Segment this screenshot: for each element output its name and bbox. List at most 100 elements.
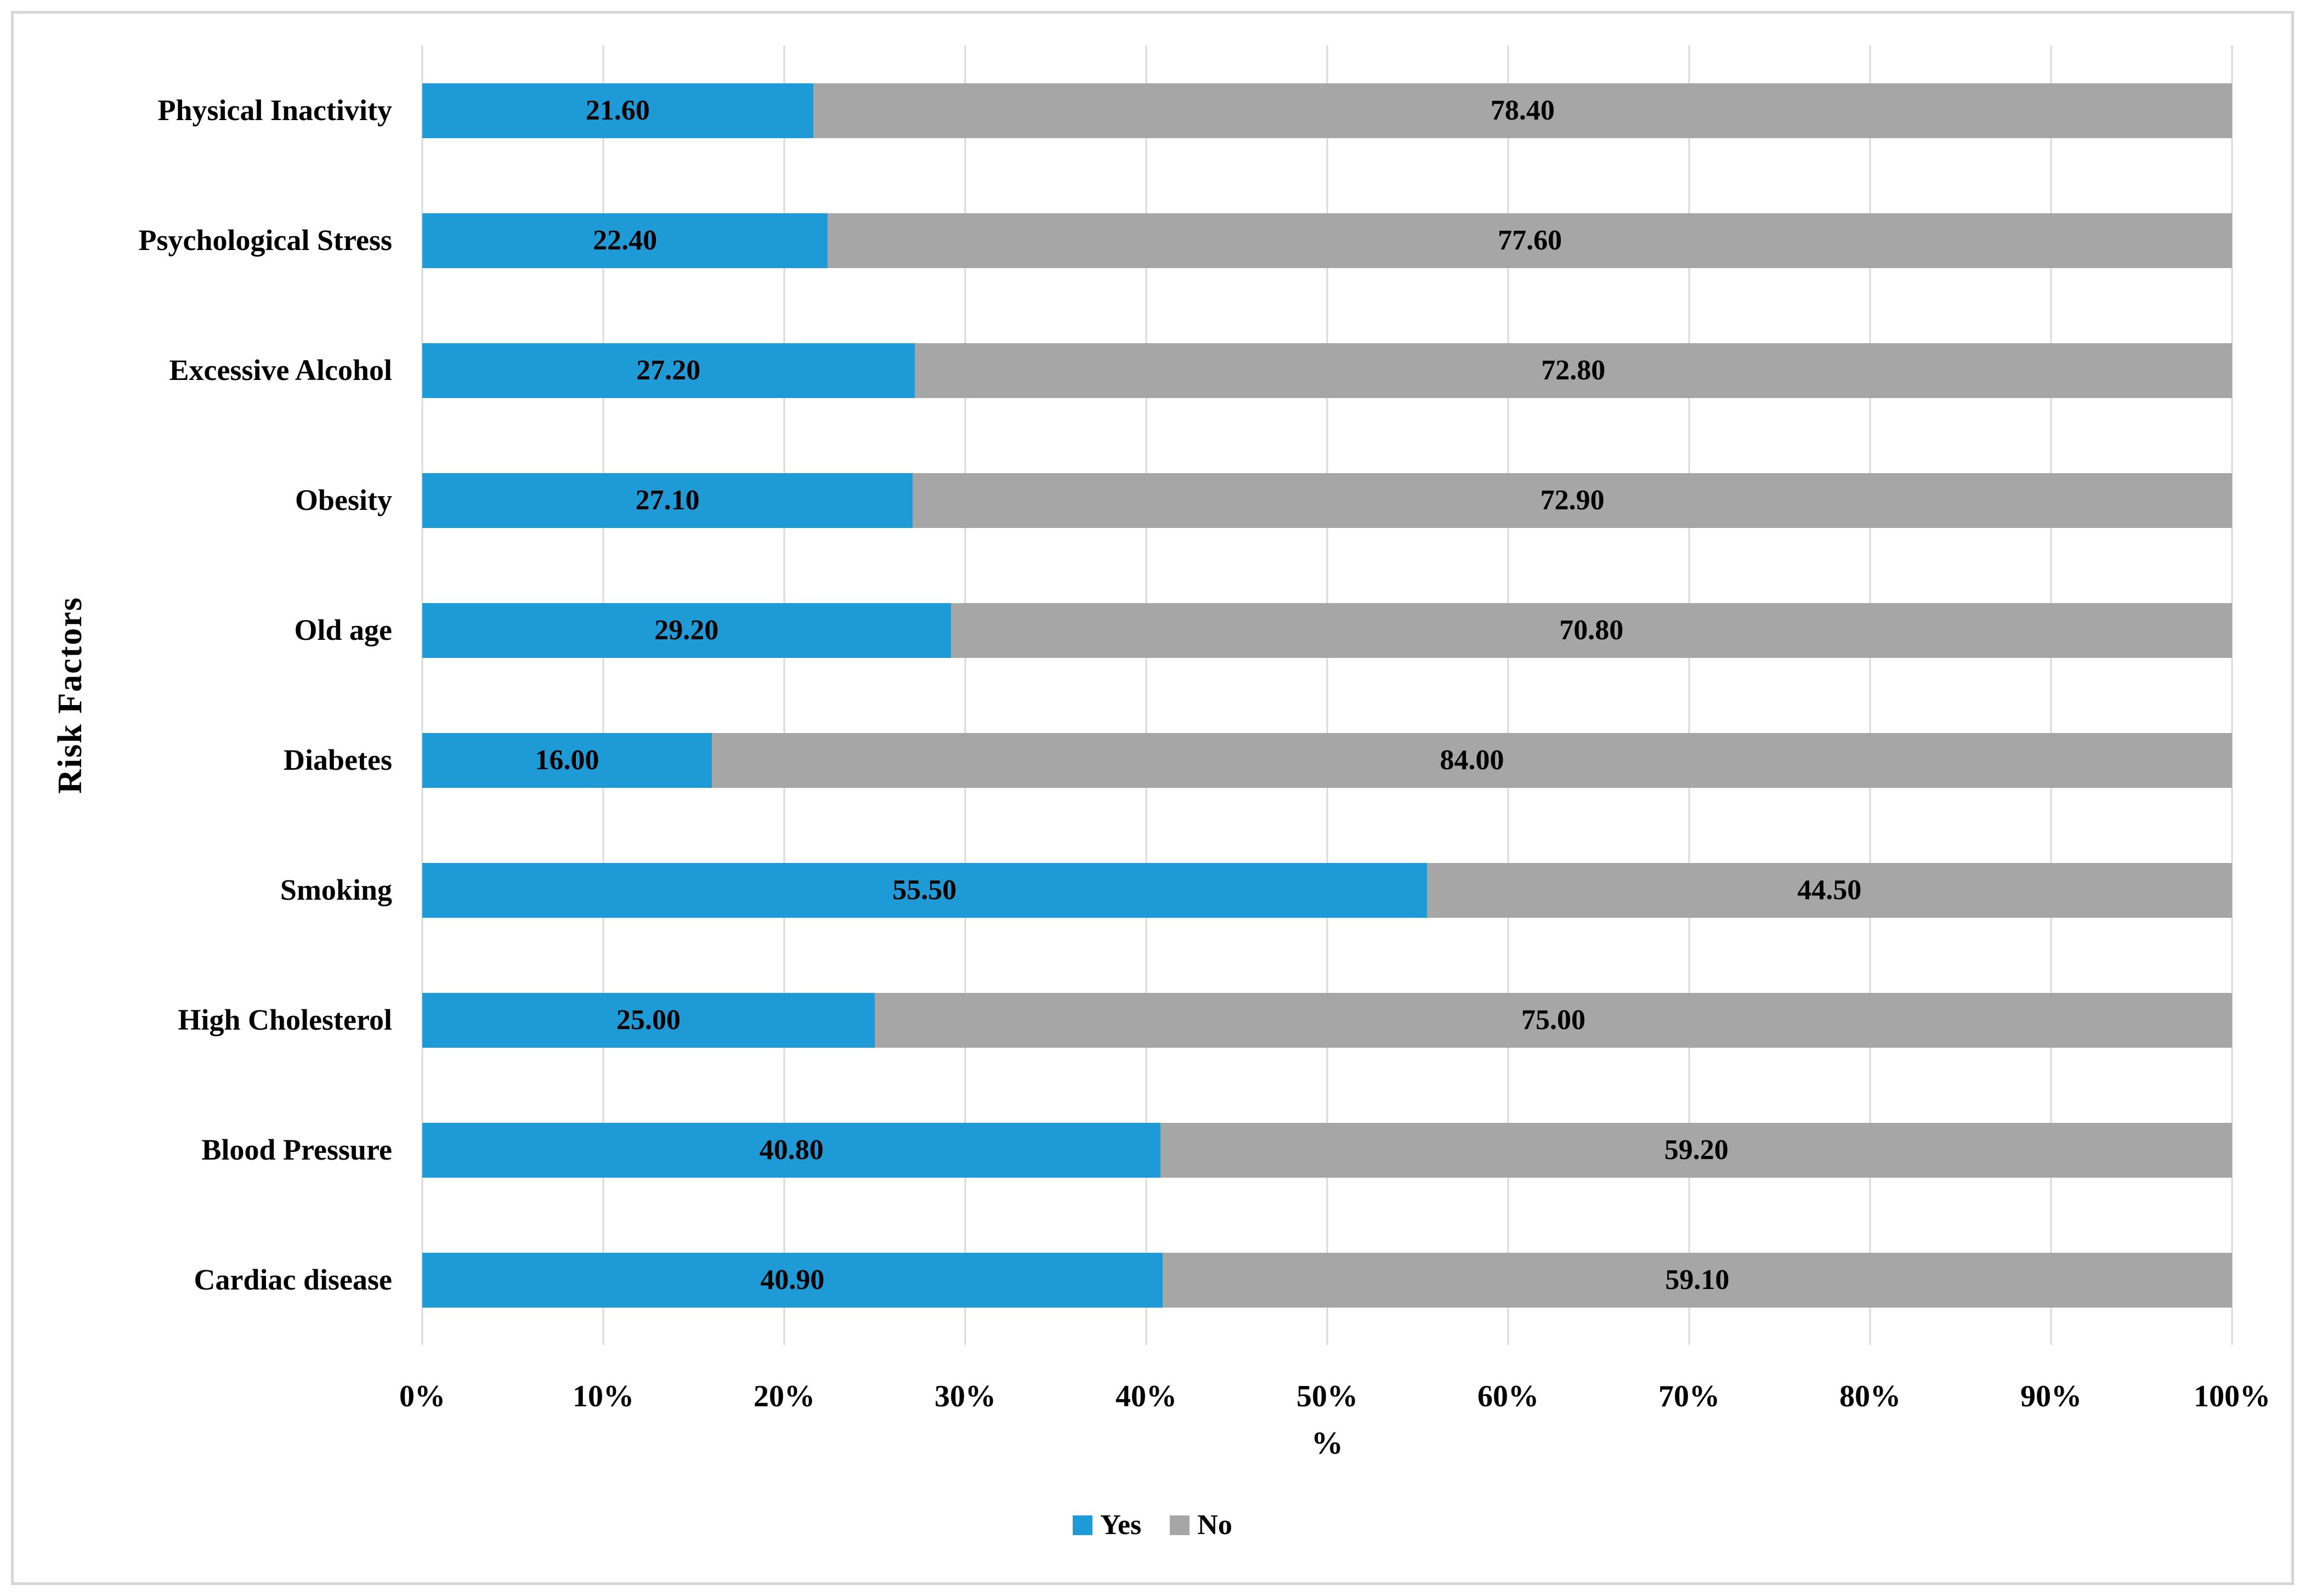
x-tick-label: 0%: [399, 1379, 445, 1413]
legend: Yes No: [0, 1509, 2305, 1541]
bar-segment-yes: 40.80: [422, 1122, 1161, 1178]
bar-segment-yes: 55.50: [422, 862, 1427, 918]
bar-value-label: 25.00: [616, 1004, 681, 1036]
bar-track: 16.00 84.00: [422, 732, 2232, 788]
bar-segment-no: 70.80: [950, 603, 2232, 658]
chart-row: Cardiac disease 40.90 59.10: [0, 1215, 2232, 1345]
category-label: Cardiac disease: [194, 1263, 392, 1297]
x-tick-label: 20%: [754, 1379, 815, 1413]
x-tick-label: 60%: [1477, 1379, 1539, 1413]
bar-value-label: 29.20: [654, 615, 719, 646]
bar-value-label: 21.60: [585, 95, 650, 126]
legend-swatch-no: [1170, 1515, 1190, 1535]
chart-row: Excessive Alcohol 27.20 72.80: [0, 305, 2232, 435]
category-label: Physical Inactivity: [157, 94, 393, 127]
bar-segment-no: 72.90: [913, 473, 2232, 528]
x-tick-label: 30%: [935, 1379, 996, 1413]
bar-segment-yes: 21.60: [422, 83, 813, 138]
bar-segment-yes: 16.00: [422, 732, 712, 788]
category-label: Diabetes: [284, 743, 392, 777]
x-axis-tick-labels: 0% 10% 20% 30% 40% 50% 60% 70% 80% 90% 100%: [399, 1379, 2270, 1417]
category-label: Blood Pressure: [201, 1133, 392, 1167]
bar-value-label: 40.90: [760, 1264, 825, 1296]
chart-row: Old age 29.20 70.80: [0, 565, 2232, 695]
bar-track: 27.10 72.90: [422, 473, 2232, 528]
legend-item-yes: Yes: [1073, 1509, 1141, 1541]
bar-value-label: 55.50: [892, 874, 957, 906]
bar-segment-yes: 27.20: [422, 343, 915, 398]
category-label: Old age: [294, 614, 392, 647]
legend-label: No: [1197, 1509, 1232, 1541]
chart-row: Obesity 27.10 72.90: [0, 435, 2232, 565]
gridline: [1869, 46, 1871, 1345]
category-label: High Cholesterol: [178, 1003, 393, 1037]
bar-value-label: 78.40: [1490, 95, 1555, 126]
chart-row: Smoking 55.50 44.50: [0, 825, 2232, 955]
bar-track: 40.80 59.20: [422, 1122, 2232, 1178]
bar-value-label: 72.80: [1541, 355, 1606, 386]
bar-value-label: 22.40: [593, 225, 658, 256]
bar-track: 27.20 72.80: [422, 343, 2232, 398]
bar-track: 22.40 77.60: [422, 213, 2232, 268]
category-label: Excessive Alcohol: [169, 354, 392, 387]
bar-value-label: 44.50: [1797, 874, 1862, 906]
x-tick-label: 100%: [2194, 1379, 2270, 1413]
x-tick-label: 40%: [1115, 1379, 1177, 1413]
legend-swatch-yes: [1073, 1515, 1093, 1535]
bar-value-label: 16.00: [535, 745, 599, 776]
category-label: Obesity: [295, 484, 392, 517]
bar-segment-yes: 40.90: [422, 1252, 1163, 1308]
gridline: [1507, 46, 1509, 1345]
bar-track: 25.00 75.00: [422, 992, 2232, 1048]
bar-value-label: 27.10: [635, 485, 700, 516]
x-tick-label: 90%: [2020, 1379, 2082, 1413]
gridline: [602, 46, 604, 1345]
bar-segment-no: 77.60: [828, 213, 2232, 268]
bar-segment-yes: 27.10: [422, 473, 913, 528]
category-label: Psychological Stress: [138, 224, 392, 257]
x-tick-label: 50%: [1296, 1379, 1358, 1413]
legend-label: Yes: [1100, 1509, 1142, 1541]
bar-track: 55.50 44.50: [422, 862, 2232, 918]
bar-value-label: 84.00: [1440, 745, 1504, 776]
chart-row: Psychological Stress 22.40 77.60: [0, 175, 2232, 305]
gridline: [421, 46, 423, 1345]
bar-rows: Physical Inactivity 21.60 78.40 Psychologic…: [0, 46, 2232, 1345]
bar-segment-no: 78.40: [813, 83, 2232, 138]
gridline: [964, 46, 966, 1345]
bar-segment-no: 59.10: [1162, 1252, 2232, 1308]
gridline: [1145, 46, 1147, 1345]
bar-segment-yes: 25.00: [422, 992, 875, 1048]
chart-row: Blood Pressure 40.80 59.20: [0, 1085, 2232, 1215]
bar-segment-no: 59.20: [1160, 1122, 2232, 1178]
y-axis-title: Risk Factors: [51, 597, 89, 794]
bar-track: 40.90 59.10: [422, 1252, 2232, 1308]
gridline: [783, 46, 785, 1345]
bar-value-label: 59.20: [1664, 1134, 1729, 1166]
bar-segment-no: 44.50: [1426, 862, 2232, 918]
gridline: [1688, 46, 1690, 1345]
bar-segment-yes: 29.20: [422, 603, 951, 658]
bar-value-label: 27.20: [636, 355, 701, 386]
chart-row: High Cholesterol 25.00 75.00: [0, 955, 2232, 1085]
bar-value-label: 59.10: [1665, 1264, 1730, 1296]
gridline: [2050, 46, 2052, 1345]
bar-value-label: 77.60: [1498, 225, 1562, 256]
bar-value-label: 70.80: [1559, 615, 1624, 646]
bar-value-label: 40.80: [759, 1134, 824, 1166]
bar-track: 21.60 78.40: [422, 83, 2232, 138]
bar-segment-yes: 22.40: [422, 213, 828, 268]
bar-segment-no: 75.00: [875, 992, 2232, 1048]
gridline: [2231, 46, 2233, 1345]
bar-track: 29.20 70.80: [422, 603, 2232, 658]
x-tick-label: 70%: [1658, 1379, 1720, 1413]
x-axis-title: %: [1311, 1425, 1343, 1461]
plot-area: [421, 46, 2233, 1345]
category-label: Smoking: [280, 873, 392, 907]
legend-item-no: No: [1170, 1509, 1232, 1541]
gridline: [1326, 46, 1328, 1345]
bar-segment-no: 72.80: [914, 343, 2232, 398]
x-tick-label: 10%: [573, 1379, 634, 1413]
chart-row: Physical Inactivity 21.60 78.40: [0, 46, 2232, 175]
